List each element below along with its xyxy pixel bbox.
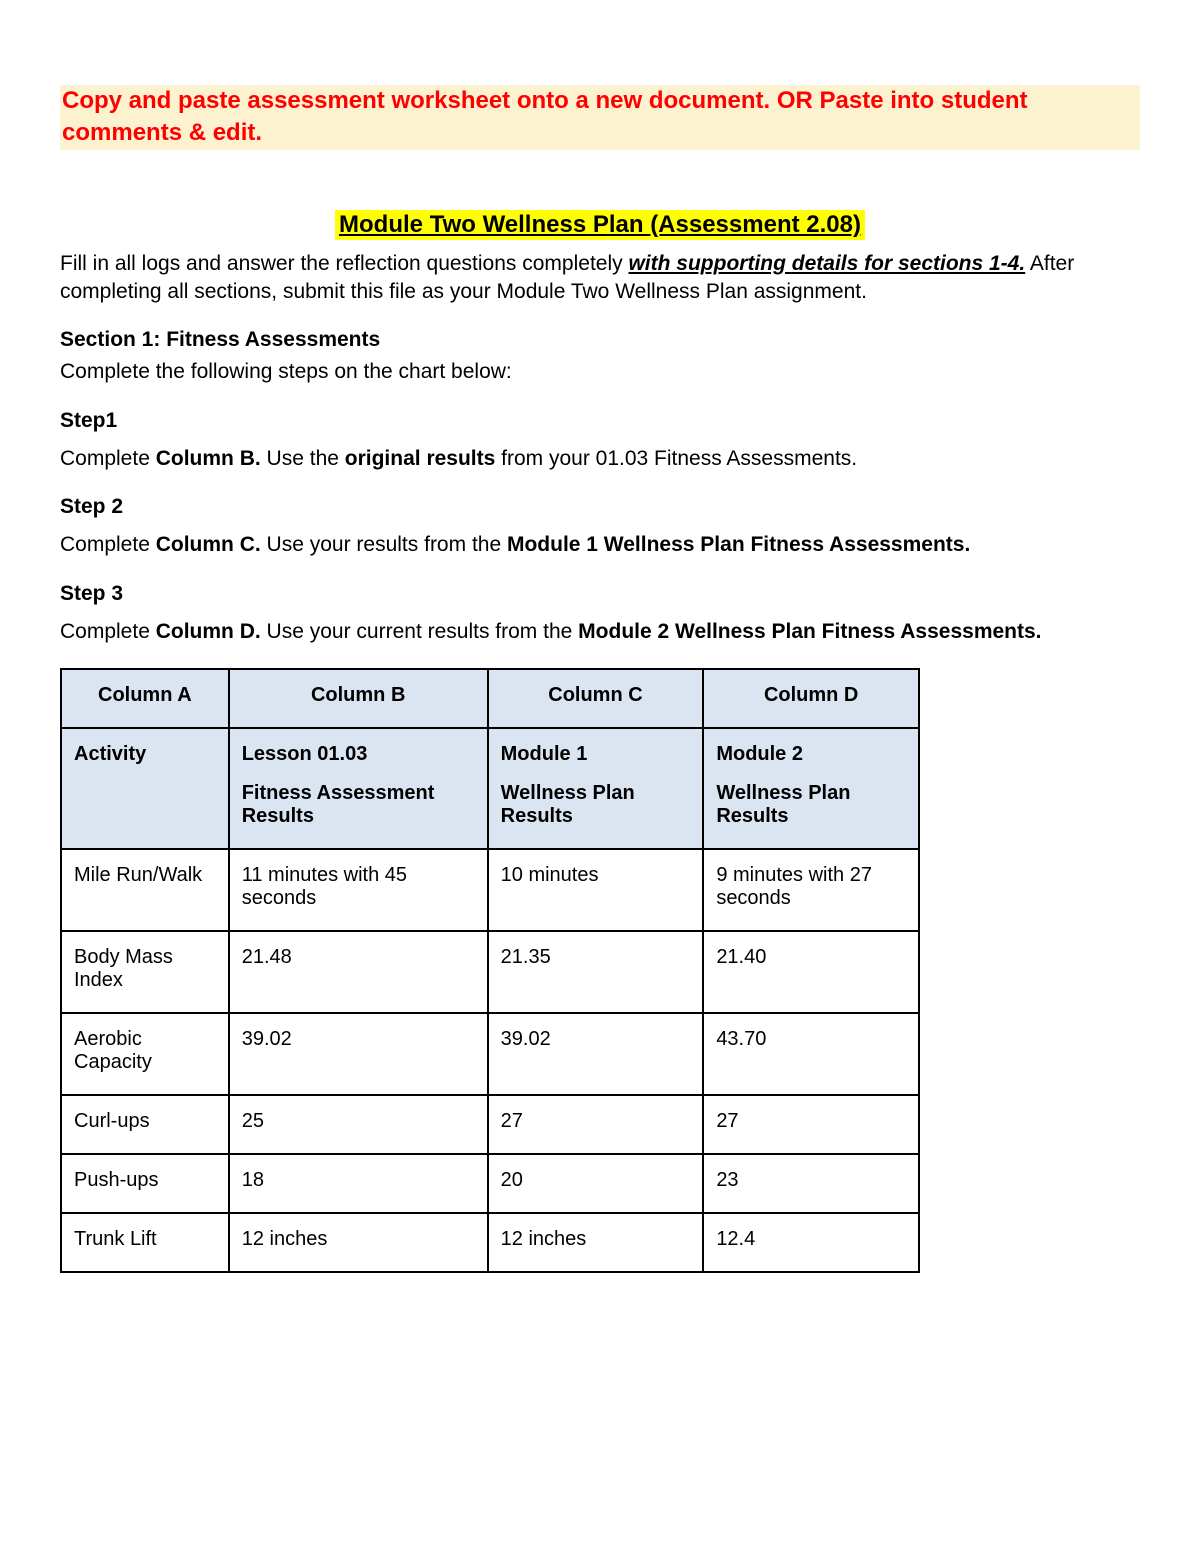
subhead-a: Activity [61, 728, 229, 849]
table-cell: 43.70 [703, 1013, 919, 1095]
col-a-header: Column A [61, 669, 229, 728]
intro-emphasis: with supporting details for sections 1-4… [628, 252, 1025, 275]
title-wrap: Module Two Wellness Plan (Assessment 2.0… [60, 210, 1140, 240]
table-cell: 21.35 [488, 931, 704, 1013]
table-cell: 39.02 [229, 1013, 488, 1095]
table-cell: 10 minutes [488, 849, 704, 931]
table-subheader-row: Activity Lesson 01.03 Fitness Assessment… [61, 728, 919, 849]
table-cell: 12 inches [488, 1213, 704, 1272]
table-row: Trunk Lift12 inches12 inches12.4 [61, 1213, 919, 1272]
table-cell: 27 [703, 1095, 919, 1154]
step-2-b2: Module 1 Wellness Plan Fitness Assessmen… [507, 533, 970, 556]
subhead-c: Module 1 Wellness Plan Results [488, 728, 704, 849]
step-1-t2: Use the [261, 447, 345, 470]
step-3-label: Step 3 [60, 582, 1140, 606]
step-2-label: Step 2 [60, 495, 1140, 519]
table-cell: Mile Run/Walk [61, 849, 229, 931]
table-cell: 21.48 [229, 931, 488, 1013]
table-cell: 39.02 [488, 1013, 704, 1095]
table-cell: 23 [703, 1154, 919, 1213]
step-3-text: Complete Column D. Use your current resu… [60, 618, 1140, 646]
table-row: Push-ups182023 [61, 1154, 919, 1213]
step-1-t1: Complete [60, 447, 156, 470]
table-row: Mile Run/Walk11 minutes with 45 seconds1… [61, 849, 919, 931]
instruction-banner: Copy and paste assessment worksheet onto… [60, 85, 1140, 150]
step-1-label: Step1 [60, 409, 1140, 433]
step-3-b2: Module 2 Wellness Plan Fitness Assessmen… [578, 620, 1041, 643]
table-cell: 12.4 [703, 1213, 919, 1272]
step-2-t2: Use your results from the [261, 533, 507, 556]
intro-pre: Fill in all logs and answer the reflecti… [60, 252, 628, 275]
table-cell: Trunk Lift [61, 1213, 229, 1272]
subhead-b-line2: Fitness Assessment Results [242, 782, 475, 828]
subhead-c-line1: Module 1 [501, 743, 691, 766]
section-1-lead: Complete the following steps on the char… [60, 358, 1140, 386]
table-row: Curl-ups252727 [61, 1095, 919, 1154]
col-c-header: Column C [488, 669, 704, 728]
table-cell: Body Mass Index [61, 931, 229, 1013]
step-3-t2: Use your current results from the [261, 620, 578, 643]
table-cell: Aerobic Capacity [61, 1013, 229, 1095]
step-1-b1: Column B. [156, 447, 261, 470]
table-row: Body Mass Index21.4821.3521.40 [61, 931, 919, 1013]
table-cell: 27 [488, 1095, 704, 1154]
subhead-c-line2: Wellness Plan Results [501, 782, 691, 828]
table-cell: 18 [229, 1154, 488, 1213]
table-cell: Curl-ups [61, 1095, 229, 1154]
col-b-header: Column B [229, 669, 488, 728]
module-title: Module Two Wellness Plan (Assessment 2.0… [335, 210, 865, 240]
section-1-heading: Section 1: Fitness Assessments [60, 328, 1140, 352]
table-cell: 12 inches [229, 1213, 488, 1272]
subhead-b-line1: Lesson 01.03 [242, 743, 475, 766]
step-2-text: Complete Column C. Use your results from… [60, 531, 1140, 559]
fitness-table: Column A Column B Column C Column D Acti… [60, 668, 920, 1273]
intro-paragraph: Fill in all logs and answer the reflecti… [60, 250, 1140, 307]
step-2-b1: Column C. [156, 533, 261, 556]
subhead-d-line2: Wellness Plan Results [716, 782, 906, 828]
table-header-row: Column A Column B Column C Column D [61, 669, 919, 728]
subhead-d-line1: Module 2 [716, 743, 906, 766]
table-cell: Push-ups [61, 1154, 229, 1213]
step-1-t3: from your 01.03 Fitness Assessments. [495, 447, 857, 470]
table-cell: 11 minutes with 45 seconds [229, 849, 488, 931]
step-3-t1: Complete [60, 620, 156, 643]
table-cell: 20 [488, 1154, 704, 1213]
table-cell: 21.40 [703, 931, 919, 1013]
step-3-b1: Column D. [156, 620, 261, 643]
document-page: Copy and paste assessment worksheet onto… [0, 0, 1200, 1553]
subhead-b: Lesson 01.03 Fitness Assessment Results [229, 728, 488, 849]
table-cell: 25 [229, 1095, 488, 1154]
step-1-text: Complete Column B. Use the original resu… [60, 445, 1140, 473]
subhead-d: Module 2 Wellness Plan Results [703, 728, 919, 849]
table-row: Aerobic Capacity39.0239.0243.70 [61, 1013, 919, 1095]
step-2-t1: Complete [60, 533, 156, 556]
table-cell: 9 minutes with 27 seconds [703, 849, 919, 931]
step-1-b2: original results [345, 447, 496, 470]
col-d-header: Column D [703, 669, 919, 728]
